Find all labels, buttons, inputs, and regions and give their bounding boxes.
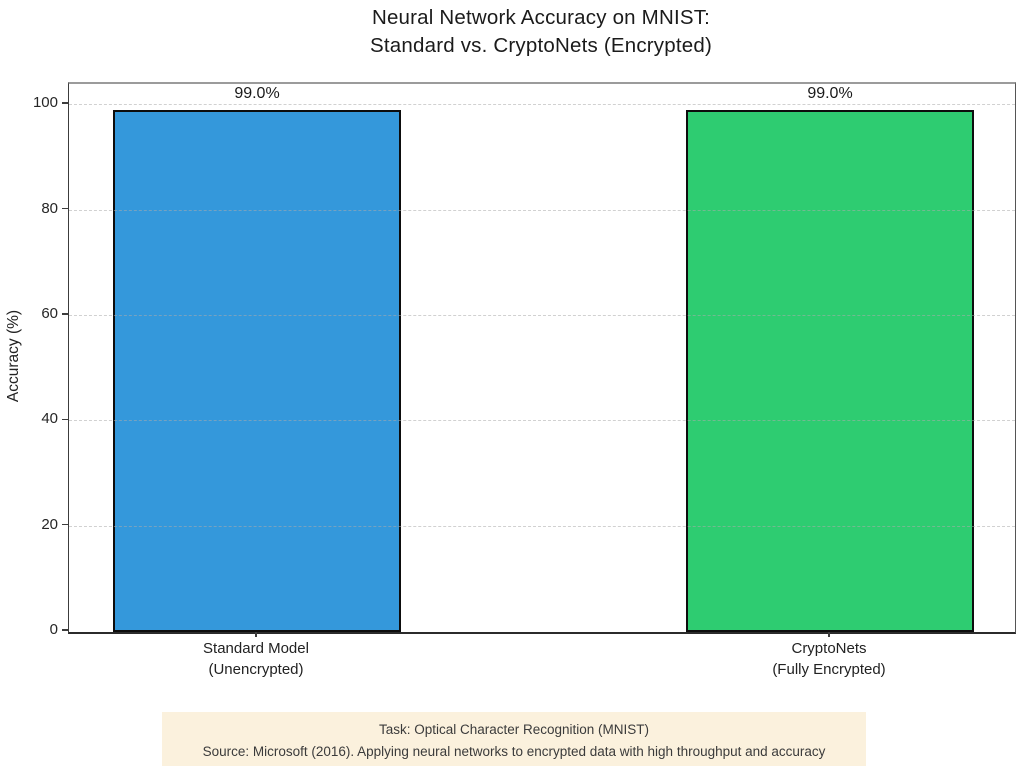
- y-tick-label-80: 80: [41, 199, 58, 217]
- y-tick-mark-60: [62, 313, 68, 315]
- y-tick-label-100: 100: [32, 94, 58, 112]
- bar-standard-model: 99.0%: [113, 85, 401, 632]
- y-gridline-60: [69, 314, 1015, 316]
- y-tick-label-20: 20: [41, 515, 58, 533]
- footnote-line-1: Task: Optical Character Recognition (MNI…: [378, 722, 650, 737]
- footnote: Task: Optical Character Recognition (MNI…: [162, 712, 866, 766]
- x-tick-mark-standard: [255, 632, 257, 637]
- x-tick-label-cryptonets: CryptoNets (Fully Encrypted): [669, 638, 989, 680]
- x-tick-label-standard: Standard Model (Unencrypted): [96, 638, 416, 680]
- y-gridline-100: [69, 104, 1015, 106]
- y-tick-mark-20: [62, 523, 68, 526]
- y-tick-label-0: 0: [49, 621, 58, 638]
- chart-title: Neural Network Accuracy on MNIST: Standa…: [68, 4, 1014, 59]
- y-tick-mark-0: [62, 629, 68, 631]
- x-tick-label-standard-line-1: Standard Model: [203, 640, 309, 657]
- y-tick-mark-80: [62, 207, 68, 210]
- x-tick-mark-cryptonets: [828, 632, 830, 637]
- plot-area: 99.0% 99.0%: [68, 82, 1016, 634]
- x-tick-label-standard-line-2: (Unencrypted): [208, 661, 304, 678]
- y-gridline-20: [69, 525, 1015, 527]
- bar-value-cryptonets: 99.0%: [807, 85, 853, 103]
- chart-title-line-2: Standard vs. CryptoNets (Encrypted): [370, 33, 712, 57]
- x-tick-label-cryptonets-line-2: (Fully Encrypted): [772, 661, 886, 678]
- chart-title-line-1: Neural Network Accuracy on MNIST:: [371, 6, 711, 29]
- y-gridline-80: [69, 209, 1015, 211]
- y-gridline-40: [69, 420, 1015, 422]
- y-tick-mark-100: [62, 102, 68, 104]
- footnote-line-2: Source: Microsoft (2016). Applying neura…: [202, 743, 826, 759]
- y-tick-label-40: 40: [41, 410, 58, 428]
- y-tick-mark-40: [62, 418, 68, 420]
- bar-value-standard: 99.0%: [234, 85, 280, 103]
- bar-cryptonets: 99.0%: [686, 85, 974, 632]
- x-tick-label-cryptonets-line-1: CryptoNets: [791, 640, 867, 657]
- y-tick-label-60: 60: [41, 304, 58, 322]
